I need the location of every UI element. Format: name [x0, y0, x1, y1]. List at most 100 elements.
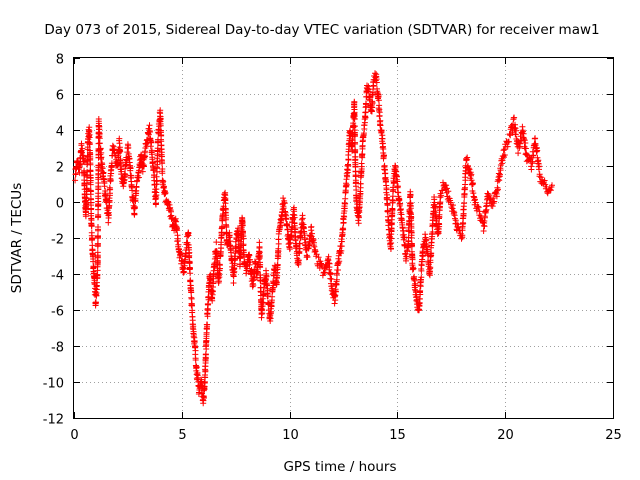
data-point [155, 139, 162, 146]
data-point [79, 145, 86, 152]
data-point [188, 289, 195, 296]
data-point [159, 170, 166, 177]
data-point [117, 148, 124, 155]
data-point [296, 240, 303, 247]
data-point [185, 230, 192, 237]
data-point [325, 253, 332, 260]
data-point [470, 181, 476, 187]
data-point [381, 152, 387, 159]
data-point [101, 183, 108, 190]
data-point [162, 189, 169, 196]
data-point [139, 168, 146, 175]
data-point [209, 297, 216, 304]
data-point [146, 122, 153, 129]
data-point [291, 214, 298, 221]
y-tick-label: 0 [56, 197, 64, 212]
data-point [222, 200, 229, 207]
data-point [267, 315, 274, 322]
data-point [333, 288, 339, 295]
data-point [83, 185, 90, 192]
data-point [90, 256, 97, 262]
data-point [141, 163, 147, 170]
data-point [309, 230, 315, 237]
data-point [315, 254, 322, 261]
data-point [532, 135, 539, 142]
data-point [344, 173, 351, 180]
data-point [327, 270, 334, 277]
data-point [227, 238, 234, 245]
data-point [106, 197, 113, 204]
data-point [281, 200, 288, 207]
y-axis-label: SDTVAR / TECUs [9, 183, 25, 293]
data-point [268, 308, 275, 315]
y-tick-label: -8 [51, 341, 64, 356]
data-point [301, 235, 308, 241]
data-point [335, 267, 341, 273]
data-point [376, 109, 383, 116]
data-point [358, 163, 365, 170]
y-tick-label: -10 [43, 377, 64, 392]
data-point [284, 221, 291, 227]
data-point [131, 211, 138, 217]
data-point [365, 88, 372, 95]
data-point [292, 226, 299, 233]
data-point [274, 261, 281, 268]
y-tick-label: -6 [51, 305, 64, 320]
data-point [240, 235, 247, 242]
data-point [202, 367, 209, 374]
data-point [202, 351, 209, 358]
data-point [375, 97, 382, 104]
data-point [86, 141, 93, 148]
data-point [373, 79, 380, 86]
data-point [95, 162, 102, 169]
data-point [87, 181, 94, 188]
data-point [125, 144, 132, 151]
data-point [328, 276, 335, 283]
data-point [239, 222, 246, 229]
data-point [157, 107, 164, 114]
data-point [72, 177, 79, 184]
data-point [88, 196, 94, 203]
data-point [362, 114, 369, 121]
data-point [148, 139, 155, 146]
data-point [189, 307, 196, 314]
data-point [308, 223, 315, 230]
data-point [192, 357, 199, 363]
data-point [222, 206, 229, 213]
data-point [458, 235, 465, 242]
data-point [250, 282, 257, 289]
data-point [92, 299, 99, 306]
data-point [204, 307, 211, 314]
data-point [214, 257, 221, 264]
data-point [86, 134, 93, 141]
data-point [157, 115, 164, 122]
data-point [94, 240, 101, 247]
data-point [192, 347, 199, 354]
data-point [218, 231, 225, 238]
data-point [161, 183, 167, 190]
data-point [95, 213, 102, 220]
data-point [240, 241, 247, 248]
data-point [100, 169, 107, 176]
data-point [77, 160, 84, 167]
data-point [282, 209, 289, 216]
data-point [174, 227, 181, 234]
data-point [363, 103, 370, 110]
data-point [160, 178, 167, 185]
data-point [231, 268, 238, 275]
data-point [342, 195, 349, 202]
data-point [331, 300, 338, 307]
data-point [352, 141, 358, 147]
data-point [288, 232, 295, 239]
x-tick-label: 20 [497, 428, 514, 443]
data-point [299, 215, 306, 222]
data-point [226, 232, 233, 239]
data-point [340, 219, 347, 226]
data-point [105, 211, 112, 218]
y-tick-label: 8 [56, 53, 64, 68]
data-point [256, 243, 263, 250]
data-point [280, 205, 287, 212]
data-point [181, 269, 188, 276]
data-point [383, 186, 390, 193]
